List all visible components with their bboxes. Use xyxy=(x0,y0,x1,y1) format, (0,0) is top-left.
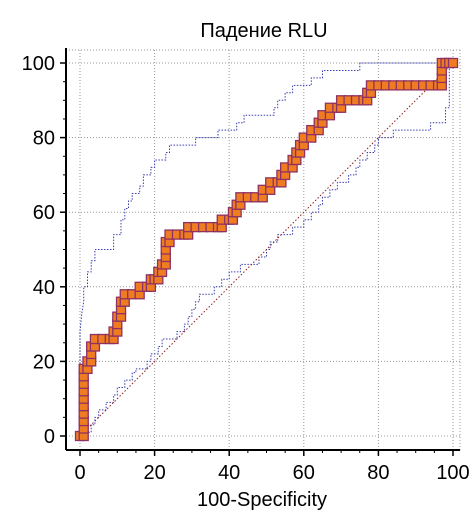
y-tick-label-40: 40 xyxy=(33,277,55,299)
chart-title: Падение RLU xyxy=(200,20,327,42)
axes xyxy=(60,48,460,456)
x-tick-label-80: 80 xyxy=(367,462,389,484)
series-layer xyxy=(74,57,459,442)
y-tick-label-80: 80 xyxy=(33,128,55,150)
confidence-upper-line xyxy=(79,62,453,436)
tick-labels: 0 20 40 60 80 100 0 20 40 60 80 100 xyxy=(22,53,470,484)
reference-diagonal-line xyxy=(79,62,454,437)
y-tick-label-100: 100 xyxy=(22,53,55,75)
x-tick-label-100: 100 xyxy=(436,462,469,484)
x-tick-label-0: 0 xyxy=(74,462,85,484)
y-tick-label-60: 60 xyxy=(33,202,55,224)
x-tick-label-20: 20 xyxy=(143,462,165,484)
y-tick-label-20: 20 xyxy=(33,351,55,373)
x-axis-label: 100-Specificity xyxy=(197,489,327,511)
y-tick-label-0: 0 xyxy=(44,426,55,448)
grid-lines xyxy=(66,49,461,450)
x-tick-label-40: 40 xyxy=(218,462,240,484)
roc-point-116 xyxy=(447,57,459,69)
x-tick-label-60: 60 xyxy=(293,462,315,484)
roc-curve-markers xyxy=(74,57,459,442)
confidence-lower-line xyxy=(80,62,453,437)
